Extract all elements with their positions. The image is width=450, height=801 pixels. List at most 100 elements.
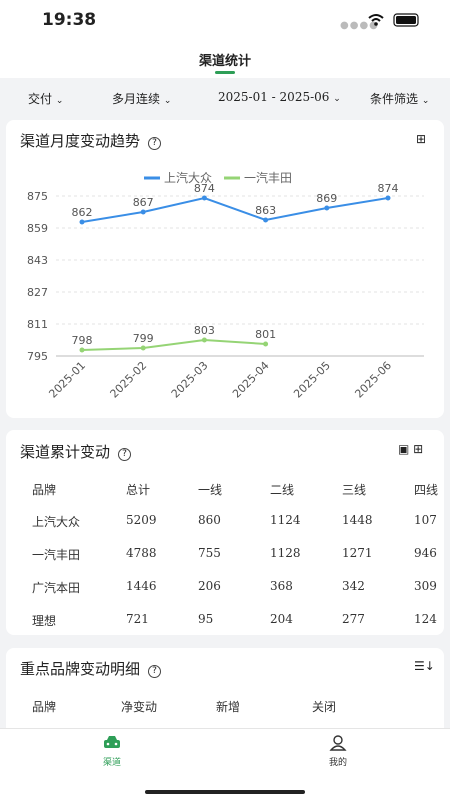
filter-bar: 交付 ⌄ 多月连续 ⌄ 2025-01 - 2025-06 ⌄ 条件筛选 ⌄	[0, 80, 450, 114]
table-cell: 107	[414, 513, 437, 527]
table-card: 渠道累计变动? ▣ ⊞ 品牌 总计 一线 二线 三线 四线 上汽大众 5209 860 1124 1…	[6, 430, 444, 635]
y-tick-label: 843	[27, 254, 48, 267]
car-icon	[104, 736, 120, 748]
x-tick-label: 2025-05	[291, 359, 333, 401]
table-cell: 1448	[342, 513, 373, 527]
legend-label: 一汽丰田	[244, 170, 292, 185]
column-header: 总计	[126, 483, 151, 497]
data-point	[263, 341, 269, 347]
table-cell: 124	[414, 612, 437, 626]
y-tick-label: 827	[27, 286, 48, 299]
tab[interactable]: 我的	[318, 735, 358, 768]
data-point	[201, 195, 207, 201]
filter[interactable]: 交付 ⌄	[28, 92, 64, 106]
table-cell: 309	[414, 579, 437, 593]
data-label: 869	[316, 192, 337, 205]
sort-icon[interactable]: ☰↓	[414, 659, 435, 673]
table-cell: 95	[198, 612, 214, 626]
table-cell: 广汽本田	[32, 581, 81, 595]
column-header: 关闭	[312, 700, 337, 714]
column-header: 二线	[270, 483, 295, 497]
signal: ●●●●	[340, 20, 379, 31]
home-indicator	[145, 790, 305, 794]
table-cell: 理想	[32, 614, 57, 628]
filter[interactable]: 条件筛选 ⌄	[370, 92, 430, 106]
data-point	[263, 217, 269, 223]
table-cell: 368	[270, 579, 293, 593]
data-label: 799	[133, 332, 154, 345]
x-tick-label: 2025-04	[230, 359, 272, 401]
filter-label: 交付	[28, 92, 53, 106]
data-point	[79, 347, 85, 353]
data-label: 803	[194, 324, 215, 337]
data-point	[201, 337, 207, 343]
table-cell: 755	[198, 546, 221, 560]
card-title: 重点品牌变动明细?	[20, 658, 162, 679]
x-tick-label: 2025-02	[108, 359, 150, 401]
filter-label: 条件筛选	[370, 92, 419, 106]
detail-card: 重点品牌变动明细? ☰↓ 品牌 净变动 新增 关闭	[6, 648, 444, 738]
title-underline	[215, 71, 235, 74]
grid-icon[interactable]: ⊞	[416, 132, 427, 146]
column-header: 四线	[414, 483, 439, 497]
tab-label: 渠道	[102, 758, 121, 768]
chart: 795 811 827 843 859 875 2025-01 2025-02 2025-03 2…	[27, 170, 424, 401]
tab-bar: 渠道 我的	[0, 728, 450, 801]
x-tick-label: 2025-01	[46, 359, 88, 401]
y-tick-label: 795	[27, 350, 48, 363]
data-point	[140, 345, 146, 351]
table-cell: 721	[126, 612, 149, 626]
user-icon	[329, 735, 347, 751]
data-point	[140, 209, 146, 215]
data-point	[79, 219, 85, 225]
legend-label: 上汽大众	[164, 170, 212, 185]
data-label: 874	[194, 182, 215, 195]
column-header: 三线	[342, 483, 367, 497]
table-cell: 946	[414, 546, 437, 560]
table-cell: 一汽丰田	[32, 548, 81, 562]
filter-label: 多月连续	[112, 92, 161, 106]
status-time: 19:38	[42, 10, 97, 30]
x-tick-label: 2025-03	[169, 359, 211, 401]
filter-label: 2025-01 - 2025-06	[218, 90, 330, 104]
table-cell: 206	[198, 579, 221, 593]
data-label: 801	[255, 328, 276, 341]
table-cell: 342	[342, 579, 365, 593]
series-line	[81, 338, 266, 351]
trend-card: 渠道月度变动趋势? ⊞ 795 811 827 843 859 875 2025-01 202…	[6, 120, 444, 418]
card-title: 渠道月度变动趋势?	[20, 130, 162, 151]
y-tick-label: 811	[27, 318, 48, 331]
top-bar	[0, 0, 450, 78]
card-title-text: 重点品牌变动明细	[20, 660, 141, 678]
table-cell: 860	[198, 513, 221, 527]
page-title: 渠道统计	[198, 54, 251, 69]
column-header: 新增	[216, 700, 241, 714]
table-cell: 277	[342, 612, 365, 626]
series-line	[81, 196, 389, 223]
filter[interactable]: 多月连续 ⌄	[112, 92, 172, 106]
data-label: 862	[72, 206, 93, 219]
card-title-text: 渠道累计变动	[20, 443, 111, 461]
filter[interactable]: 2025-01 - 2025-06 ⌄	[218, 90, 341, 104]
data-label: 798	[72, 334, 93, 347]
card-title-text: 渠道月度变动趋势	[20, 132, 141, 150]
x-tick-label: 2025-06	[352, 359, 394, 401]
card-title: 渠道累计变动?	[20, 441, 132, 462]
data-label: 874	[378, 182, 399, 195]
tab-label: 我的	[328, 758, 347, 768]
data-label: 867	[133, 196, 154, 209]
column-header: 净变动	[121, 700, 158, 714]
column-header: 一线	[198, 483, 223, 497]
table-cell: 4788	[126, 546, 157, 560]
data-point	[385, 195, 391, 201]
tab[interactable]: 渠道	[92, 735, 132, 768]
table-cell: 上汽大众	[32, 515, 81, 529]
table-cell: 1271	[342, 546, 373, 560]
data-point	[324, 205, 330, 211]
table-cell: 204	[270, 612, 293, 626]
status-icons	[368, 13, 419, 27]
table-cell: 1124	[270, 513, 301, 527]
column-header: 品牌	[32, 700, 57, 714]
card-icons[interactable]: ▣ ⊞	[398, 442, 424, 456]
